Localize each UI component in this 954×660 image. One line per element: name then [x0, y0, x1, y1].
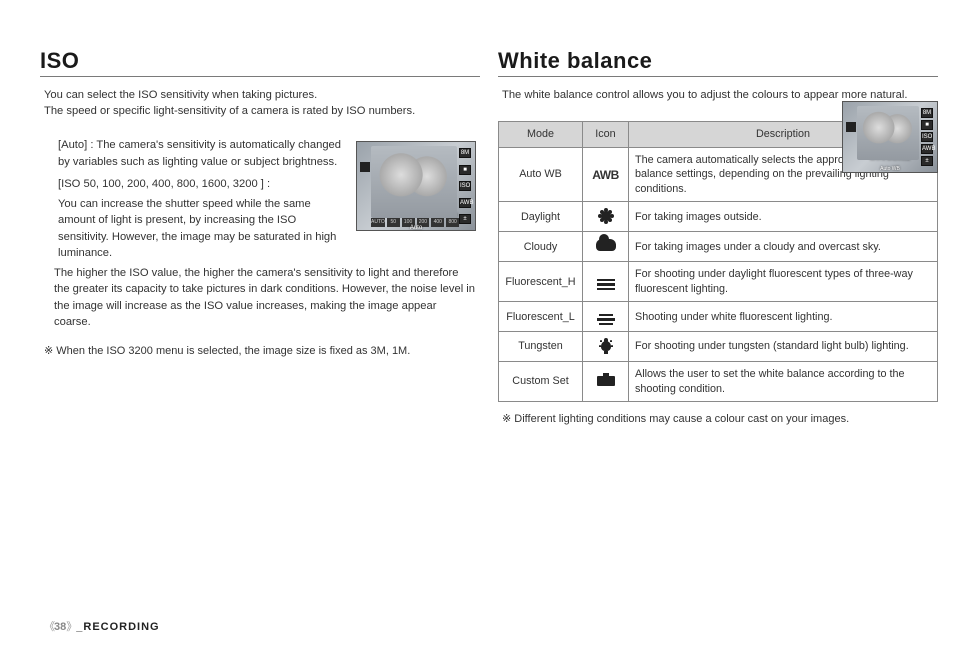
wb-mode-cell: Fluorescent_L [499, 302, 583, 332]
table-row: Daylight For taking images outside. [499, 202, 938, 232]
iso-icon: ISO [921, 132, 933, 142]
page-footer: 《38》_RECORDING [44, 618, 160, 634]
cloud-icon [596, 239, 616, 251]
wb-desc-cell: Shooting under white fluorescent lightin… [629, 302, 938, 332]
iso-heading: ISO [40, 48, 480, 77]
iso-auto-block: [Auto] : The camera's sensitivity is aut… [58, 137, 346, 169]
wb-icon-cell [583, 232, 629, 262]
iso-list-label: [ISO 50, 100, 200, 400, 800, 1600, 3200 … [58, 176, 342, 192]
iso-intro: You can select the ISO sensitivity when … [44, 87, 476, 119]
wb-mode-cell: Tungsten [499, 332, 583, 362]
wb-desc-cell: For taking images outside. [629, 202, 938, 232]
wb-thumb-label: WHITE BALANCE [861, 156, 919, 162]
iso-auto-text: The camera's sensitivity is automaticall… [58, 139, 341, 167]
page-body: ISO You can select the ISO sensitivity w… [0, 0, 954, 428]
flash-icon [360, 162, 370, 172]
table-row: Fluorescent_H For shooting under daylight… [499, 262, 938, 302]
wb-preview-thumbnail: 8M ■ ISO AWB ± WHITE BALANCE Auto WB [842, 101, 938, 173]
wb-table-body: Auto WBAWBThe camera automatically selec… [499, 147, 938, 402]
size-icon: 8M [921, 108, 933, 118]
iso-note: ※ When the ISO 3200 menu is selected, th… [44, 344, 476, 360]
th-icon: Icon [583, 122, 629, 148]
size-icon: 8M [459, 148, 471, 158]
th-mode: Mode [499, 122, 583, 148]
fluorescent-l-icon [597, 318, 615, 321]
wb-note: ※ Different lighting conditions may caus… [502, 412, 934, 428]
wb-icon-cell: AWB [583, 147, 629, 202]
iso-icon: ISO [459, 181, 471, 191]
awb-text-icon: AWB [592, 168, 619, 182]
bracket-right-icon: 》 [66, 621, 76, 633]
iso-list-text1: You can increase the shutter speed while… [58, 196, 342, 261]
quality-icon: ■ [459, 165, 471, 175]
wb-icon-cell [583, 362, 629, 402]
wb-intro-wrap: The white balance control allows you to … [498, 87, 938, 103]
custom-set-icon [597, 376, 615, 386]
table-row: Tungsten For shooting under tungsten (sta… [499, 332, 938, 362]
flash-icon [846, 122, 856, 132]
wb-column: White balance The white balance control … [498, 48, 938, 428]
thumb-right-icons: 8M ■ ISO AWB ± [459, 148, 473, 224]
wb-icon-cell [583, 332, 629, 362]
awb-icon: AWB [921, 144, 933, 154]
bracket-left-icon: 《 [44, 621, 54, 633]
iso-thumb-caption: Auto [375, 225, 457, 231]
iso-auto-row: [Auto] : The camera's sensitivity is aut… [44, 137, 476, 261]
wb-icon-cell [583, 202, 629, 232]
wb-mode-cell: Daylight [499, 202, 583, 232]
wb-icon-cell [583, 262, 629, 302]
awb-icon: AWB [459, 198, 471, 208]
iso-list-text2: The higher the ISO value, the higher the… [54, 265, 476, 330]
page-number: 38 [54, 621, 66, 633]
iso-column: ISO You can select the ISO sensitivity w… [40, 48, 480, 428]
wb-mode-cell: Custom Set [499, 362, 583, 402]
ev-icon: ± [921, 156, 933, 166]
wb-mode-cell: Fluorescent_H [499, 262, 583, 302]
wb-desc-cell: For shooting under daylight fluorescent … [629, 262, 938, 302]
wb-thumb-caption: Auto WB [861, 166, 919, 172]
tungsten-icon [601, 341, 611, 351]
wb-mode-cell: Cloudy [499, 232, 583, 262]
fluorescent-h-icon [597, 283, 615, 286]
wb-desc-cell: Allows the user to set the white balance… [629, 362, 938, 402]
wb-desc-cell: For taking images under a cloudy and ove… [629, 232, 938, 262]
table-row: Fluorescent_L Shooting under white fluore… [499, 302, 938, 332]
table-row: Cloudy For taking images under a cloudy a… [499, 232, 938, 262]
footer-section: _RECORDING [76, 621, 159, 633]
wb-mode-cell: Auto WB [499, 147, 583, 202]
wb-heading: White balance [498, 48, 938, 77]
wb-icon-cell [583, 302, 629, 332]
wb-desc-cell: For shooting under tungsten (standard li… [629, 332, 938, 362]
iso-preview-thumbnail: 8M ■ ISO AWB ± ISO AUTO 50 100 200 400 8… [356, 141, 476, 231]
quality-icon: ■ [921, 120, 933, 130]
iso-auto-label: [Auto] : [58, 139, 93, 151]
thumb-right-icons: 8M ■ ISO AWB ± [921, 108, 935, 166]
footer-section-text: RECORDING [83, 621, 159, 633]
table-row: Custom Set Allows the user to set the whi… [499, 362, 938, 402]
ev-icon: ± [459, 214, 471, 224]
sun-icon [601, 211, 611, 221]
